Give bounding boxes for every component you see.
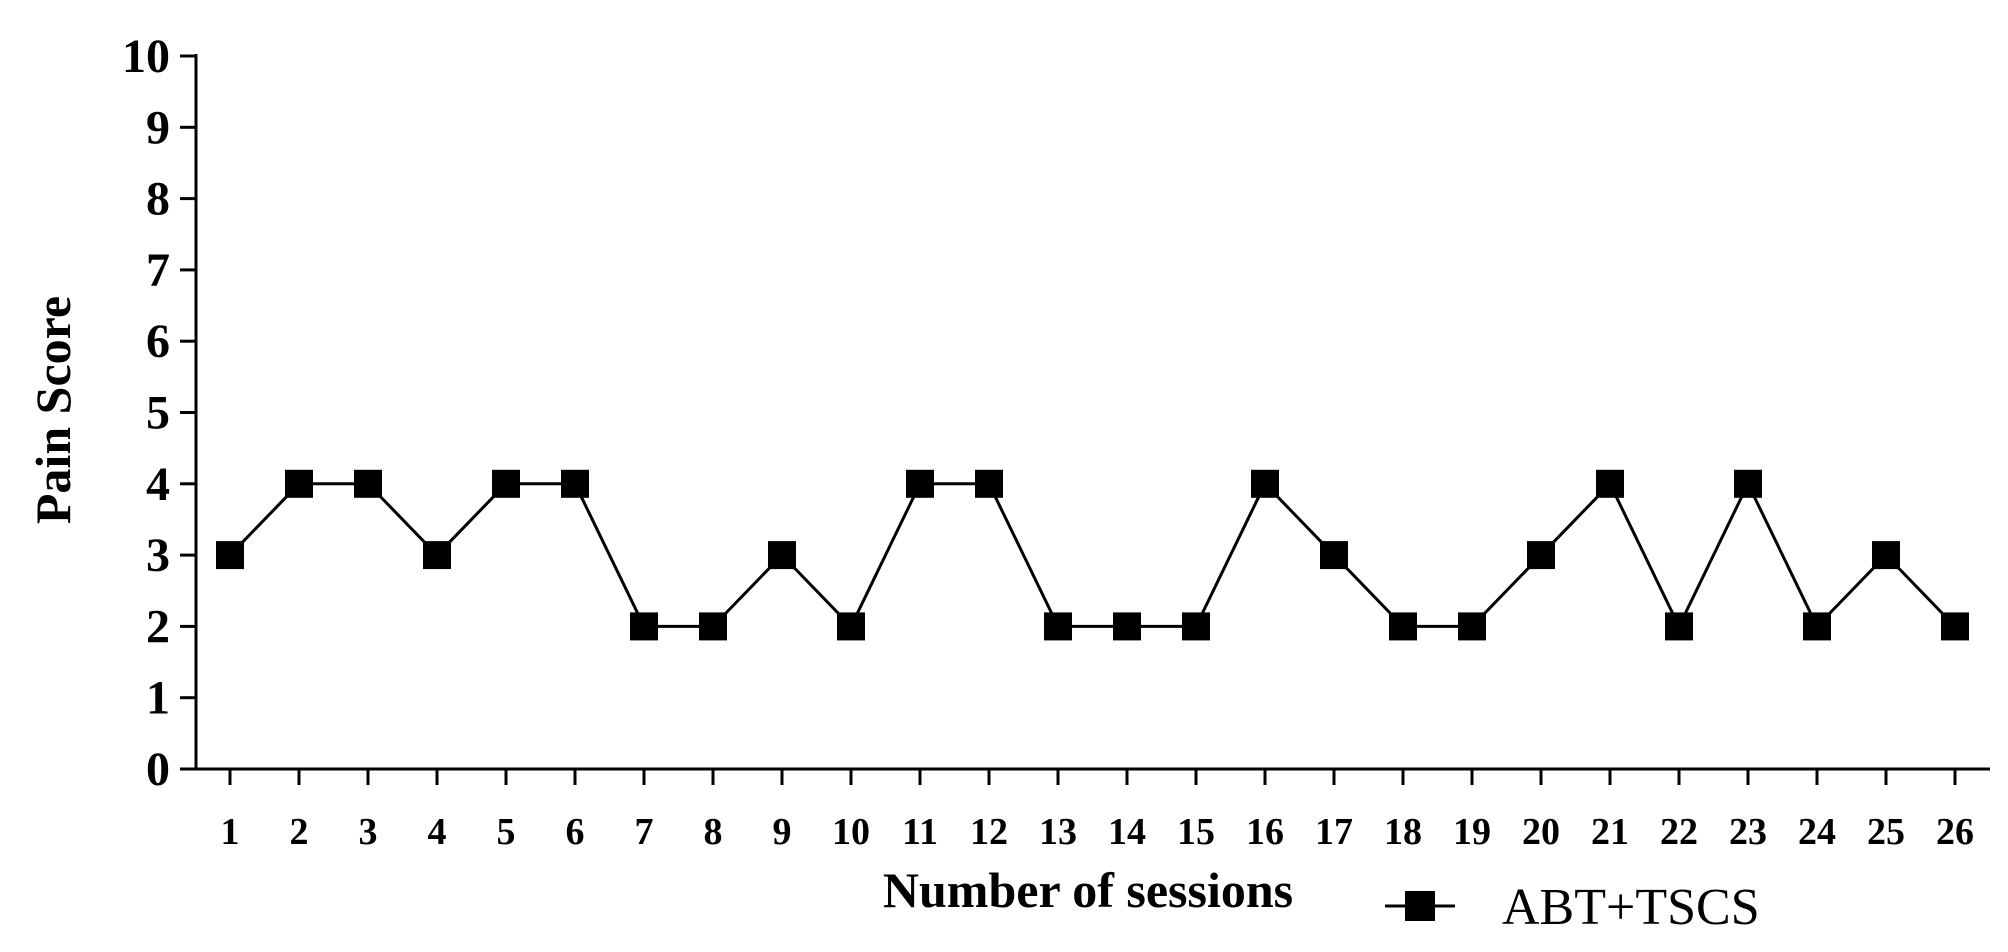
data-point-marker [975,469,1003,498]
data-point-marker [354,469,382,498]
data-point-marker [1458,612,1486,641]
data-point-marker [1803,612,1831,641]
data-point-marker [1113,612,1141,641]
x-tick-label: 18 [1384,811,1422,853]
x-tick-label: 7 [635,811,654,853]
y-tick-label: 0 [146,743,170,796]
data-point-marker [1320,541,1348,570]
series-layer [216,469,1969,641]
x-tick-label: 5 [497,811,516,853]
y-tick-label: 4 [146,458,170,511]
data-point-marker [216,541,244,570]
x-tick-label: 16 [1246,811,1284,853]
data-point-marker [1044,612,1072,641]
y-axis-title: Pain Score [25,296,81,524]
axes [194,54,1990,771]
data-point-marker [1872,541,1900,570]
x-tick-label: 4 [428,811,447,853]
y-tick-label: 2 [146,600,170,653]
x-tick-label: 12 [970,811,1008,853]
x-tick-label: 10 [832,811,870,853]
data-point-marker [1389,612,1417,641]
data-point-marker [1596,469,1624,498]
y-tick-label: 7 [146,244,170,297]
legend: ABT+TSCS [1385,879,1760,936]
x-axis-title: Number of sessions [883,862,1293,918]
x-tick-label: 3 [359,811,378,853]
x-tick-label: 24 [1798,811,1836,853]
legend-label: ABT+TSCS [1502,879,1760,936]
x-tick-label: 13 [1039,811,1077,853]
x-tick-label: 22 [1660,811,1698,853]
x-tick-label: 2 [290,811,309,853]
data-point-marker [285,469,313,498]
x-tick-label: 6 [566,811,585,853]
y-tick-label: 10 [122,30,170,83]
x-tick-label: 21 [1591,811,1629,853]
series-line [228,480,1957,630]
data-point-marker [1251,469,1279,498]
data-point-marker [1665,612,1693,641]
x-axis-ticks: 1 2 3 4 5 6 7 8 9 10 11 12 13 14 15 16 17 18 19 20 21 22 23 24 2… [221,769,1974,853]
data-point-marker [630,612,658,641]
x-tick-label: 1 [221,811,240,853]
x-tick-label: 14 [1108,811,1146,853]
y-tick-label: 3 [146,529,170,582]
y-tick-label: 8 [146,173,170,226]
x-tick-label: 11 [902,811,938,853]
data-point-marker [561,469,589,498]
data-point-marker [699,612,727,641]
data-point-marker [906,469,934,498]
x-tick-label: 23 [1729,811,1767,853]
x-tick-label: 8 [704,811,723,853]
data-point-marker [1527,541,1555,570]
data-point-marker [492,469,520,498]
x-tick-label: 15 [1177,811,1215,853]
y-tick-label: 6 [146,315,170,368]
data-point-marker [423,541,451,570]
data-point-marker [1182,612,1210,641]
data-point-marker [1941,612,1969,641]
y-tick-label: 5 [146,387,170,440]
y-axis-ticks: 0 1 2 3 4 5 6 7 8 9 10 [122,30,196,796]
legend-marker-square-icon [1405,891,1435,921]
y-tick-label: 9 [146,101,170,154]
x-tick-label: 19 [1453,811,1491,853]
x-tick-label: 25 [1867,811,1905,853]
x-tick-label: 26 [1936,811,1974,853]
data-point-marker [1734,469,1762,498]
x-tick-label: 9 [773,811,792,853]
data-point-marker [768,541,796,570]
x-tick-label: 17 [1315,811,1353,853]
y-tick-label: 1 [146,672,170,725]
data-point-marker [837,612,865,641]
x-tick-label: 20 [1522,811,1560,853]
